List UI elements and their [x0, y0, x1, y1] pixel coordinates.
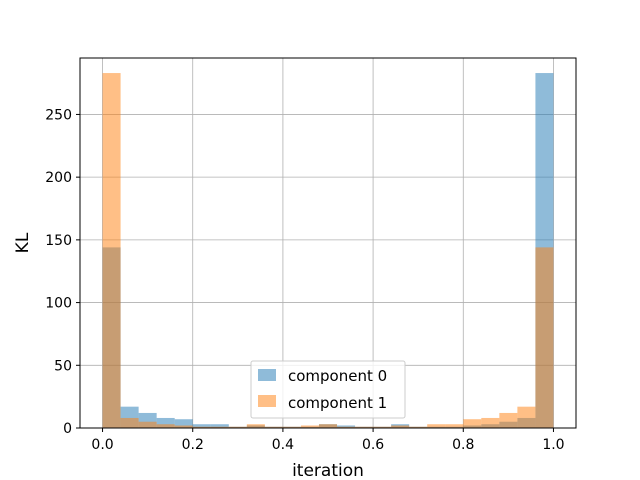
bar-component-1-bin-14 [355, 426, 374, 428]
plot-frame [79, 57, 577, 429]
x-tick-label: 1.0 [542, 437, 564, 453]
y-tick-label: 50 [54, 358, 72, 374]
bar-component-1-bin-7 [228, 426, 247, 428]
legend-swatch-component-0 [258, 369, 276, 381]
bar-component-1-bin-9 [264, 426, 283, 428]
x-tick-label: 0.4 [272, 437, 294, 453]
legend-swatch-component-1 [258, 395, 276, 407]
y-axis-label: KL [13, 232, 33, 253]
bar-component-1-bin-10 [282, 426, 301, 428]
series-component-1 [102, 73, 554, 429]
x-axis-label: iteration [292, 461, 364, 480]
bar-component-1-bin-18 [427, 424, 446, 428]
bar-component-1-bin-5 [192, 426, 211, 428]
legend-label-component-0: component 0 [288, 367, 387, 385]
bar-component-1-bin-2 [138, 421, 157, 428]
y-tick-label: 150 [45, 233, 72, 249]
legend-label-component-1: component 1 [288, 394, 387, 412]
x-axis-ticks: 0.0 0.2 0.4 0.6 0.8 1.0 [91, 428, 565, 453]
bar-component-1-bin-1 [120, 417, 139, 428]
x-tick-label: 0.8 [452, 437, 474, 453]
bar-component-0-bin-3 [156, 417, 175, 428]
bar-component-1-bin-13 [337, 426, 356, 428]
bar-component-1-bin-22 [499, 412, 518, 428]
bar-component-1-bin-4 [174, 425, 193, 428]
bar-component-1-bin-23 [517, 406, 536, 428]
y-tick-label: 100 [45, 296, 72, 312]
bar-component-1-bin-3 [156, 424, 175, 428]
legend-box [250, 360, 406, 419]
bar-component-1-bin-11 [300, 425, 319, 428]
bar-component-1-bin-16 [391, 425, 410, 428]
bar-component-1-bin-24 [535, 247, 554, 428]
bar-component-1-bin-15 [373, 426, 392, 428]
bar-component-0-bin-4 [174, 419, 193, 428]
bar-component-1-bin-0 [102, 73, 121, 429]
bar-component-1-bin-8 [246, 424, 265, 428]
histogram-bars [102, 73, 554, 429]
bar-component-1-bin-6 [210, 426, 229, 428]
x-tick-label: 0.2 [182, 437, 204, 453]
y-tick-label: 200 [45, 170, 72, 186]
bar-component-1-bin-21 [481, 417, 500, 428]
legend: component 0 component 1 [250, 360, 406, 419]
bar-component-0-bin-5 [192, 424, 211, 428]
x-tick-label: 0.6 [362, 437, 384, 453]
bar-component-1-bin-20 [463, 419, 482, 428]
bar-component-0-bin-6 [210, 424, 229, 428]
bar-component-1-bin-12 [318, 424, 338, 428]
bar-component-1-bin-19 [445, 424, 464, 428]
y-axis-ticks: 0 50 100 150 200 250 [45, 107, 80, 437]
y-tick-label: 0 [63, 421, 72, 437]
x-tick-label: 0.0 [91, 437, 113, 453]
y-tick-label: 250 [45, 107, 72, 123]
bar-component-1-bin-17 [409, 426, 428, 428]
